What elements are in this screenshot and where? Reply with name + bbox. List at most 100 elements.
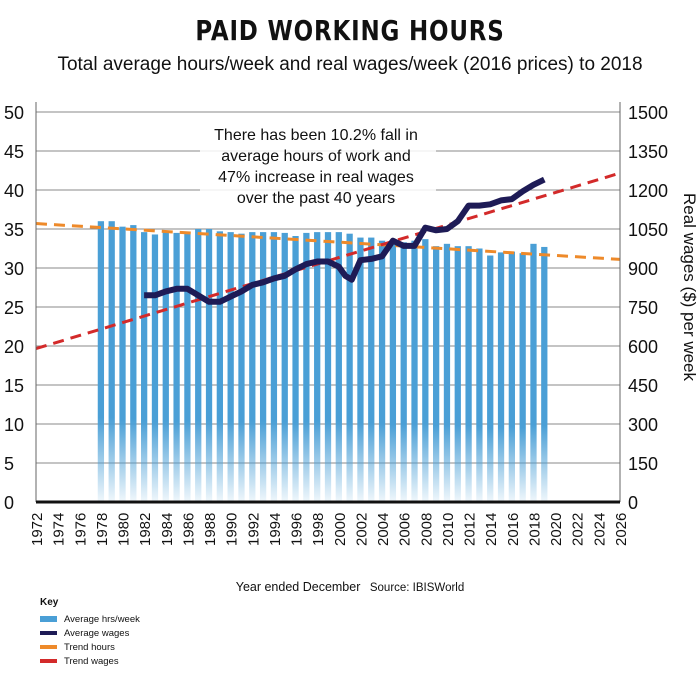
legend-item-trend-wages: Trend wages xyxy=(40,654,140,668)
y-right-tick-label: 0 xyxy=(628,493,638,513)
y-right-tick-label: 1350 xyxy=(628,142,668,162)
legend-item-hours: Average hrs/week xyxy=(40,612,140,626)
hours-bar xyxy=(530,243,537,502)
annotation-line: 47% increase in real wages xyxy=(218,169,414,186)
hours-bar xyxy=(433,246,440,502)
x-tick-label: 2016 xyxy=(505,513,522,546)
y-right-tick-label: 1200 xyxy=(628,181,668,201)
hours-bar xyxy=(314,232,321,502)
hours-bar xyxy=(324,232,332,502)
legend-swatch xyxy=(40,631,57,635)
y-left-tick-label: 5 xyxy=(4,454,14,474)
hours-bar xyxy=(216,231,223,502)
hours-bar xyxy=(487,255,494,502)
x-tick-label: 1984 xyxy=(159,513,176,546)
x-axis-title: Year ended December xyxy=(235,580,361,594)
hours-bar xyxy=(227,232,234,502)
hours-bar xyxy=(141,232,148,502)
legend: Key Average hrs/week Average wages Trend… xyxy=(40,597,140,668)
hours-bar xyxy=(303,232,310,502)
x-tick-label: 1982 xyxy=(137,513,154,546)
legend-title: Key xyxy=(40,597,59,608)
hours-bar xyxy=(259,232,267,502)
x-tick-label: 1974 xyxy=(51,513,68,546)
x-tick-label: 2004 xyxy=(375,513,392,546)
hours-bar xyxy=(476,248,483,502)
legend-label: Average wages xyxy=(64,627,130,639)
hours-bar xyxy=(368,237,375,502)
hours-bars xyxy=(97,221,548,502)
x-tick-label: 1996 xyxy=(289,513,306,546)
y-left-tick-label: 10 xyxy=(4,415,24,435)
axes: 0 5 10 15 20 25 30 35 40 45 50 0 150 300 450 600 750 900 1… xyxy=(4,102,699,546)
hours-bar xyxy=(97,221,105,502)
hours-bar xyxy=(249,232,256,502)
hours-bar xyxy=(108,221,115,502)
x-tick-label: 1994 xyxy=(267,513,284,546)
hours-bar xyxy=(411,240,418,502)
y-left-tick-label: 50 xyxy=(4,103,24,123)
hours-bar xyxy=(151,234,159,502)
hours-bar xyxy=(519,253,526,502)
hours-bar xyxy=(497,252,505,502)
series-lines xyxy=(35,171,621,351)
y-left-tick-label: 0 xyxy=(4,493,14,513)
y-left-tick-label: 15 xyxy=(4,376,24,396)
chart-title: PAID WORKING HOURS xyxy=(195,14,505,47)
y-right-tick-label: 300 xyxy=(628,415,658,435)
x-tick-label: 1998 xyxy=(310,513,327,546)
y-left-tick-label: 35 xyxy=(4,220,24,240)
x-tick-label: 1986 xyxy=(180,513,197,546)
x-tick-label: 2020 xyxy=(548,513,565,546)
y-right-axis-title: Real wages ($) per week xyxy=(680,193,699,382)
x-tick-label: 2008 xyxy=(418,513,435,546)
x-tick-label: 1972 xyxy=(29,513,46,546)
legend-swatch xyxy=(40,645,57,649)
x-tick-label: 2010 xyxy=(440,513,457,546)
x-tick-label: 2026 xyxy=(613,513,630,546)
wages-line xyxy=(144,176,546,305)
x-tick-label: 2000 xyxy=(332,513,349,546)
y-right-tick-label: 150 xyxy=(628,454,658,474)
chart-subtitle: Total average hours/week and real wages/… xyxy=(57,54,643,75)
trend-wages-line xyxy=(35,171,621,351)
y-right-tick-label: 750 xyxy=(628,298,658,318)
hours-bar xyxy=(130,225,137,502)
hours-bar xyxy=(389,244,397,502)
hours-bar xyxy=(378,240,386,502)
annotation-line: There has been 10.2% fall in xyxy=(214,127,418,144)
legend-label: Trend hours xyxy=(64,641,115,653)
hours-bar xyxy=(205,229,213,502)
legend-label: Average hrs/week xyxy=(64,613,140,625)
x-axis-caption: Year ended December Source: IBISWorld xyxy=(0,580,700,594)
hours-bar xyxy=(335,232,342,502)
hours-bar xyxy=(422,239,429,502)
hours-bar xyxy=(119,226,126,502)
x-tick-label: 1980 xyxy=(116,513,133,546)
hours-bar xyxy=(184,232,191,502)
y-right-tick-label: 1050 xyxy=(628,220,668,240)
x-tick-label: 2012 xyxy=(462,513,479,546)
hours-bar xyxy=(173,232,180,502)
y-right-tick-label: 600 xyxy=(628,337,658,357)
annotation: There has been 10.2% fall in average hour… xyxy=(200,124,436,208)
x-tick-label: 2024 xyxy=(591,513,608,546)
hours-bar xyxy=(281,232,288,502)
y-left-tick-label: 20 xyxy=(4,337,24,357)
hours-bar xyxy=(292,236,299,502)
x-tick-label: 1988 xyxy=(202,513,219,546)
hours-bar xyxy=(270,232,278,502)
y-right-tick-label: 450 xyxy=(628,376,658,396)
trend-hours-line xyxy=(35,222,621,261)
x-tick-label: 1978 xyxy=(94,513,111,546)
legend-item-wages: Average wages xyxy=(40,626,140,640)
x-tick-label: 2002 xyxy=(353,513,370,546)
hours-bar xyxy=(162,232,169,502)
hours-bar xyxy=(454,246,461,502)
y-right-tick-label: 1500 xyxy=(628,103,668,123)
hours-bar xyxy=(400,242,407,502)
y-left-tick-label: 25 xyxy=(4,298,24,318)
x-tick-label: 1992 xyxy=(245,513,262,546)
y-right-tick-label: 900 xyxy=(628,259,658,279)
